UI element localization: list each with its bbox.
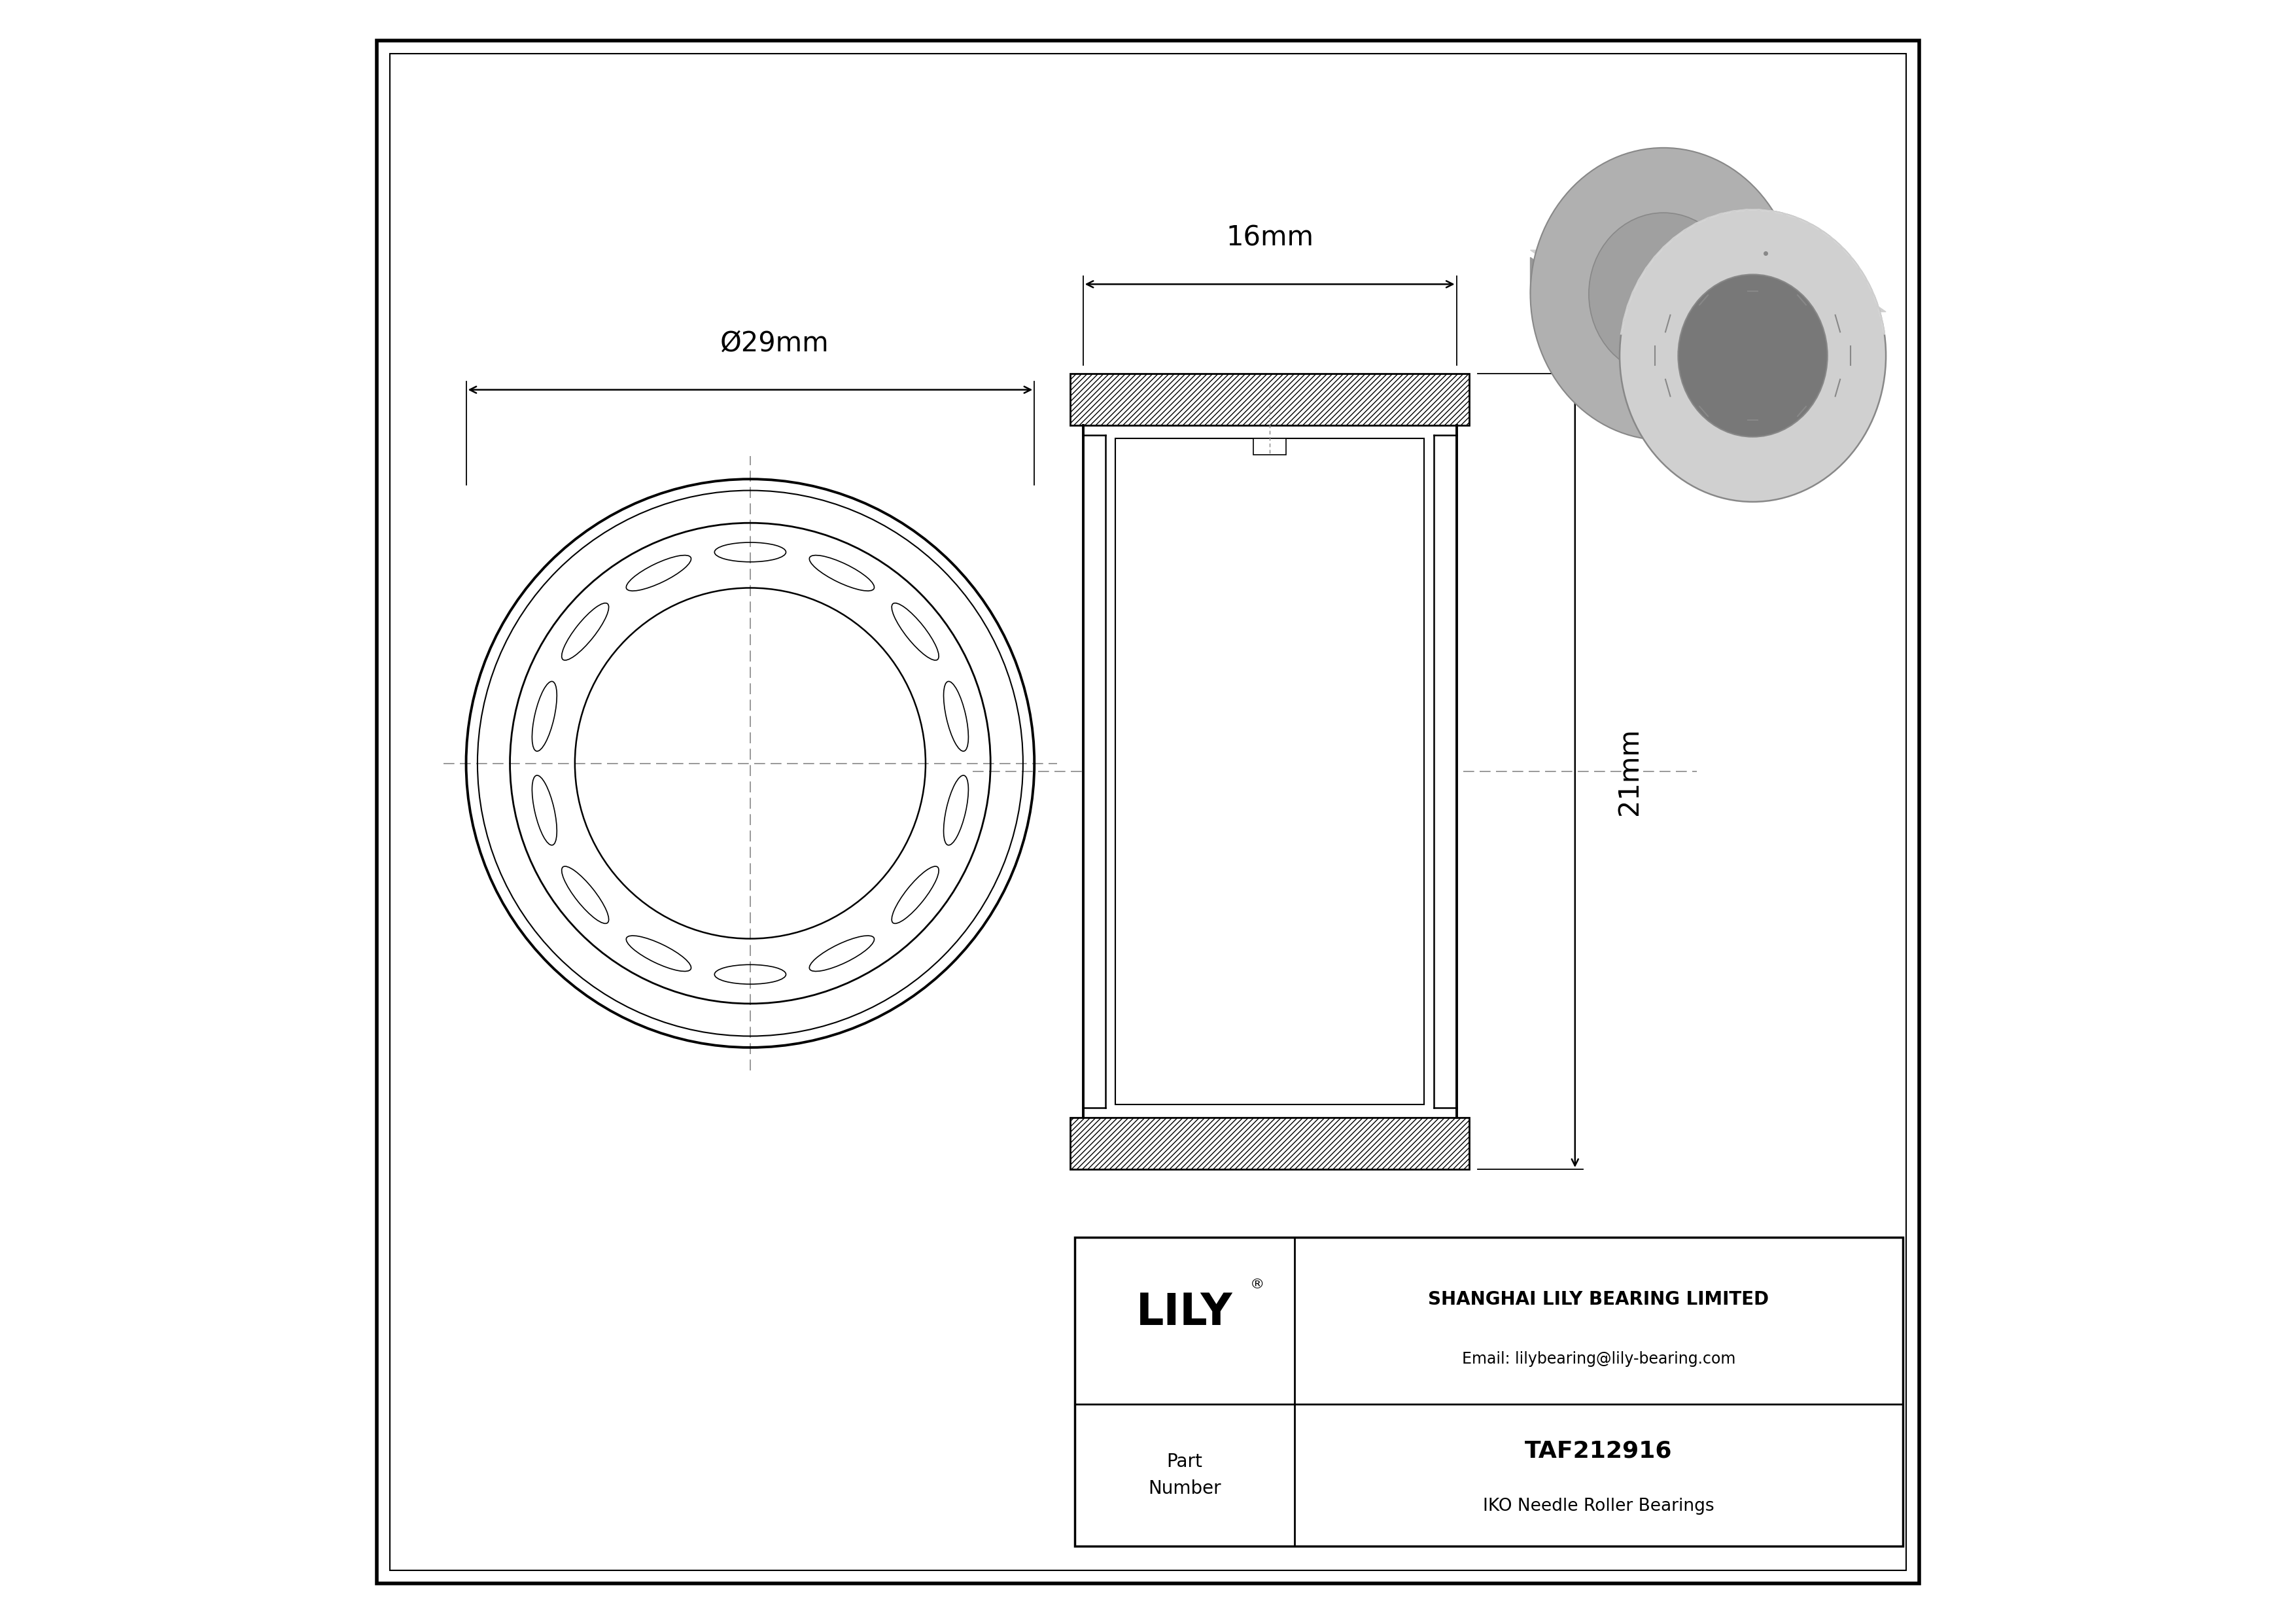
Text: ®: ® [1249, 1278, 1265, 1291]
Text: TAF212916: TAF212916 [1525, 1440, 1671, 1462]
Ellipse shape [1678, 274, 1828, 437]
Text: 16mm: 16mm [1226, 224, 1313, 252]
Polygon shape [1531, 257, 1619, 356]
Text: Email: lilybearing@lily-bearing.com: Email: lilybearing@lily-bearing.com [1463, 1351, 1736, 1367]
Text: IKO Needle Roller Bearings: IKO Needle Roller Bearings [1483, 1497, 1715, 1515]
Ellipse shape [1589, 213, 1738, 375]
Text: SHANGHAI LILY BEARING LIMITED: SHANGHAI LILY BEARING LIMITED [1428, 1289, 1770, 1309]
Text: LILY: LILY [1137, 1291, 1233, 1335]
Polygon shape [1531, 250, 1885, 312]
Text: Part
Number: Part Number [1148, 1452, 1221, 1497]
Polygon shape [1531, 294, 1885, 502]
Bar [1070, 374, 1469, 425]
Bar [1254, 438, 1286, 455]
Bar [1075, 1237, 1903, 1546]
Bar [1070, 1117, 1469, 1169]
Ellipse shape [1531, 148, 1795, 440]
Text: 21mm: 21mm [1616, 728, 1644, 815]
Text: Ø29mm: Ø29mm [721, 330, 829, 357]
Bar [1084, 425, 1456, 1117]
Bar [1116, 438, 1424, 1104]
Ellipse shape [1619, 209, 1885, 502]
